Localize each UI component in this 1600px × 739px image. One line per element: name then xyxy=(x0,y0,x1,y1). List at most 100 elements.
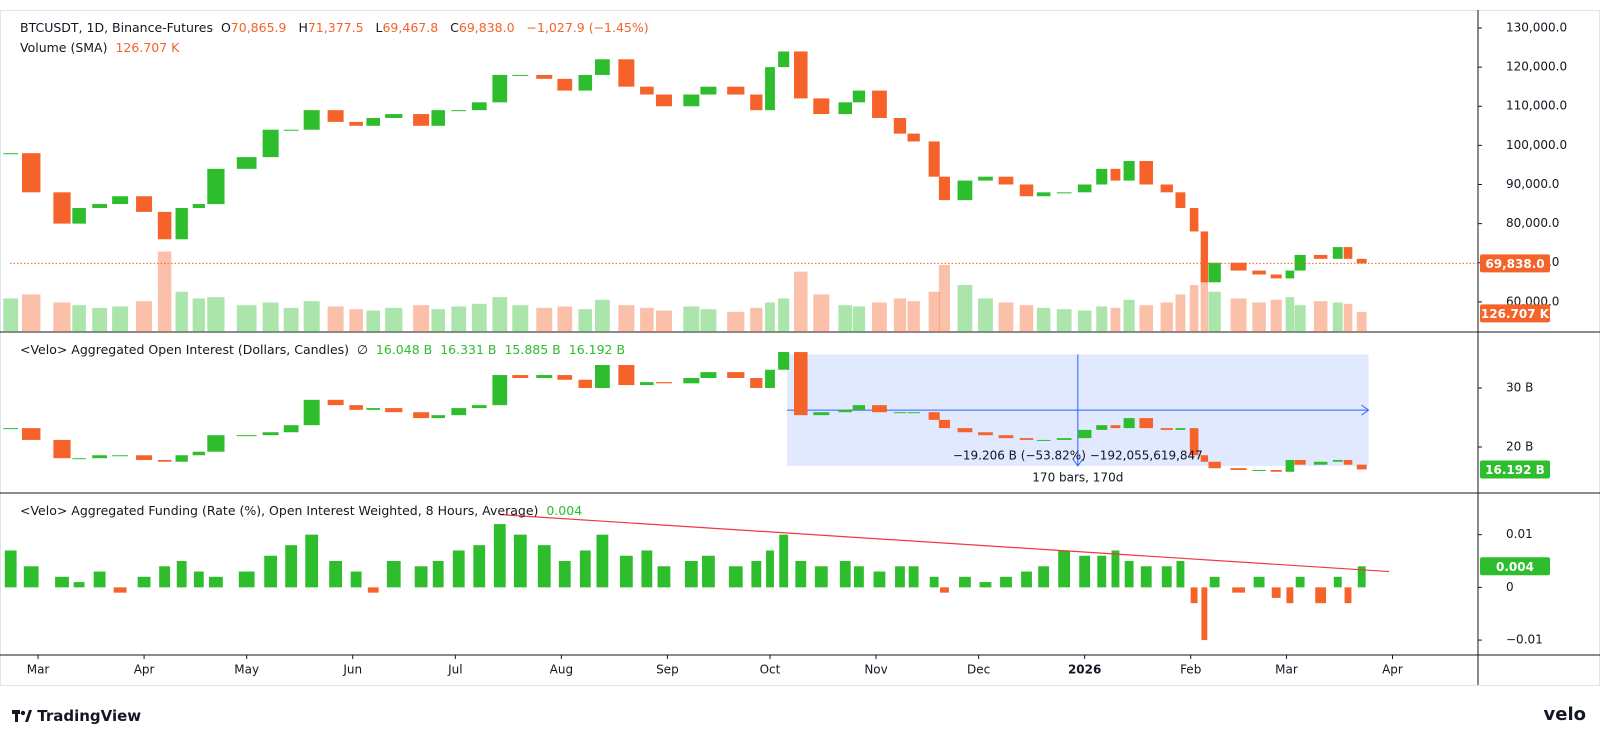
volume-bar xyxy=(349,309,363,332)
candle-body xyxy=(1019,438,1034,440)
candle-body xyxy=(1294,459,1306,465)
candle-body xyxy=(236,157,257,169)
candle-body xyxy=(1110,168,1121,181)
funding-bar xyxy=(1209,576,1220,588)
volume-bar xyxy=(794,271,808,332)
candle-body xyxy=(327,110,344,122)
candle-body xyxy=(1189,428,1199,456)
funding-bar xyxy=(1201,587,1208,641)
volume-bar xyxy=(700,309,717,332)
candle-body xyxy=(1036,192,1051,197)
volume-bar xyxy=(3,298,19,332)
funding-bar xyxy=(641,550,653,588)
oi-last-label: 16.192 B xyxy=(1485,463,1545,477)
candle-body xyxy=(3,153,19,155)
funding-bar xyxy=(209,576,223,588)
oi-title: <Velo> Aggregated Open Interest (Dollars… xyxy=(20,342,350,357)
candle-body xyxy=(1056,438,1072,440)
oi-value: 16.048 B xyxy=(375,342,433,357)
volume-bar xyxy=(750,307,763,332)
x-tick-label: Apr xyxy=(134,663,155,677)
candle-body xyxy=(1294,254,1306,271)
candle-body xyxy=(938,419,950,429)
candle-body xyxy=(893,117,907,134)
candle-body xyxy=(21,153,41,193)
ohlc-key: C xyxy=(450,20,459,35)
candle-body xyxy=(349,405,363,410)
funding-bar xyxy=(895,566,905,588)
y-tick-label: 100,000.0 xyxy=(1506,138,1567,152)
measure-label: 170 bars, 170d xyxy=(1032,470,1123,484)
candle-body xyxy=(640,382,654,386)
funding-bar xyxy=(1124,561,1134,588)
funding-bar xyxy=(1079,555,1091,588)
ohlc-value: 70,865.9 xyxy=(230,20,287,35)
volume-bar xyxy=(471,303,487,332)
funding-bar xyxy=(264,555,278,588)
x-tick-label: Mar xyxy=(27,663,50,677)
candle-body xyxy=(1056,192,1072,194)
candle-body xyxy=(1077,429,1092,439)
candle-body xyxy=(512,74,529,76)
volume-bar xyxy=(366,310,381,332)
candle-body xyxy=(727,372,745,378)
candle-body xyxy=(1270,470,1282,472)
ohlc-value: 71,377.5 xyxy=(307,20,364,35)
candle-body xyxy=(192,451,205,456)
volume-legend: Volume (SMA) 126.707 K xyxy=(20,40,183,55)
candle-body xyxy=(838,409,853,413)
candle-body xyxy=(413,114,430,126)
volume-bar xyxy=(451,306,467,332)
funding-bar xyxy=(839,561,851,588)
funding-bar xyxy=(779,534,789,588)
price-legend: BTCUSDT, 1D, Binance-Futures O70,865.9 H… xyxy=(20,20,653,35)
funding-bar xyxy=(432,561,444,588)
funding-bar xyxy=(1232,587,1245,593)
candle-body xyxy=(1208,461,1221,469)
volume-bar xyxy=(978,298,993,332)
x-tick-label: Sep xyxy=(656,663,679,677)
candle-body xyxy=(1200,455,1209,462)
candle-body xyxy=(1356,258,1367,264)
volume-bar xyxy=(727,311,745,332)
candle-body xyxy=(872,90,887,118)
candle-body xyxy=(175,455,188,462)
volume-bar xyxy=(492,297,508,332)
funding-bar xyxy=(959,576,971,588)
candle-body xyxy=(978,432,993,436)
candle-body xyxy=(655,382,672,384)
funding-bar xyxy=(113,587,127,593)
x-tick-label: Mar xyxy=(1275,663,1298,677)
candle-body xyxy=(794,352,808,416)
x-tick-label: May xyxy=(234,663,259,677)
brand: TradingView xyxy=(12,707,141,725)
candle-body xyxy=(907,133,920,142)
source: velo xyxy=(1543,704,1586,725)
change: −1,027.9 (−1.45%) xyxy=(526,20,649,35)
volume-bar xyxy=(1208,291,1221,332)
brand-name: TradingView xyxy=(37,707,142,725)
oi-value: 16.331 B xyxy=(440,342,497,357)
candle-body xyxy=(998,435,1014,439)
funding-bar xyxy=(579,550,591,588)
volume-bar xyxy=(192,298,205,332)
candle-body xyxy=(938,176,950,201)
funding-bar xyxy=(873,571,886,588)
candle-body xyxy=(1160,184,1173,193)
ohlc-key: O xyxy=(220,20,231,35)
symbol-title: BTCUSDT, 1D, Binance-Futures xyxy=(20,20,213,35)
candle-body xyxy=(1175,428,1186,430)
candle-body xyxy=(385,114,403,118)
funding-last-label: 0.004 xyxy=(1496,560,1534,574)
candle-body xyxy=(765,67,775,111)
candle-body xyxy=(1270,274,1282,279)
funding-bar xyxy=(979,582,992,588)
volume-bar xyxy=(595,299,610,332)
ohlc-key: H xyxy=(298,20,308,35)
candle-body xyxy=(683,378,700,384)
candle-body xyxy=(157,211,172,240)
volume-value: 126.707 K xyxy=(115,40,180,55)
x-tick-label: Feb xyxy=(1180,663,1201,677)
candle-body xyxy=(957,428,973,433)
funding-bar xyxy=(159,566,171,588)
